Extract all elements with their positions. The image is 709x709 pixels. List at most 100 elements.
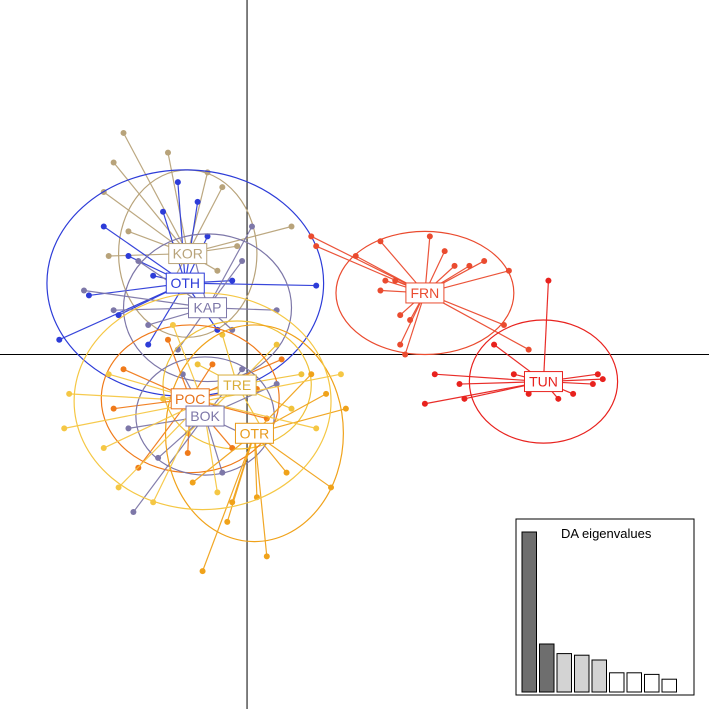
ellipse-otr [164,324,344,543]
point-oth-10 [160,208,167,215]
spoke-oth-2 [184,201,199,284]
eigenvalue-bar-6 [609,672,625,693]
point-yel-3 [150,499,157,506]
point-tun-8 [555,395,562,402]
point-bok-4 [125,425,132,432]
spoke-kor-2 [113,162,189,254]
spoke-tun-9 [542,280,550,382]
spoke-kap-2 [206,226,253,309]
label-box-frn [405,282,445,304]
point-tun-12 [525,390,532,397]
label-kap: KAP [188,297,228,319]
label-text-otr: OTR [240,425,270,441]
point-tun-9 [545,277,552,284]
point-poc-2 [164,336,171,343]
point-frn-14 [466,262,473,269]
point-frn-5 [377,287,384,294]
point-otr-6 [229,499,236,506]
label-text-kap: KAP [194,300,222,316]
eigenvalue-bar-5 [591,659,607,693]
point-frn-7 [392,277,399,284]
label-box-kap [188,297,228,319]
point-frn-8 [397,312,404,319]
point-frn-10 [402,351,409,358]
point-yel-1 [61,425,68,432]
eigenvalue-bar-8 [644,673,660,693]
point-kor-5 [219,184,226,191]
ellipse-poc [100,324,280,474]
point-kor-3 [204,169,211,176]
point-kor-2 [110,159,117,166]
group-layer [46,129,619,575]
eigenvalue-bar-9 [661,678,677,693]
point-tre-0 [194,361,201,368]
eigenvalue-bars [521,531,677,693]
point-oth-4 [174,179,181,186]
label-text-tre: TRE [223,377,251,393]
point-poc-0 [110,405,117,412]
label-text-frn: FRN [411,285,440,301]
point-frn-16 [505,267,512,274]
point-kap-6 [145,321,152,328]
label-text-poc: POC [175,391,205,407]
point-frn-0 [308,233,315,240]
ellipse-kap [122,233,293,383]
point-poc-6 [184,449,191,456]
spoke-poc-4 [137,398,191,469]
point-yel-8 [214,489,221,496]
point-yel-5 [169,321,176,328]
point-otr-2 [224,518,231,525]
point-oth-6 [204,233,211,240]
point-tun-7 [570,390,577,397]
point-tun-0 [431,371,438,378]
label-tre: TRE [217,374,257,396]
point-bok-0 [130,509,137,516]
label-box-otr [234,422,274,444]
point-otr-9 [189,479,196,486]
ellipse-tun [468,319,619,444]
label-bok: BOK [185,405,225,427]
point-yel-6 [337,371,344,378]
point-tre-6 [298,371,305,378]
point-kor-10 [105,253,112,260]
label-kor: KOR [168,243,208,265]
label-poc: POC [170,388,210,410]
point-frn-4 [382,277,389,284]
point-frn-1 [313,243,320,250]
point-oth-13 [150,272,157,279]
point-oth-5 [100,223,107,230]
point-tun-1 [456,381,463,388]
point-yel-2 [115,484,122,491]
label-box-bok [185,405,225,427]
point-oth-3 [125,253,132,260]
point-otr-7 [283,469,290,476]
spoke-kor-0 [122,132,189,254]
ellipse-bok [135,356,275,476]
point-frn-2 [352,253,359,260]
point-tun-2 [461,395,468,402]
point-kor-7 [125,228,132,235]
label-oth: OTH [165,272,205,294]
label-tun: TUN [523,371,563,393]
point-frn-9 [407,317,414,324]
eigenvalue-bar-2 [539,643,555,693]
eigenvalue-bar-1 [521,531,537,693]
point-yel-4 [105,371,112,378]
point-otr-8 [308,371,315,378]
point-yel-0 [66,390,73,397]
point-frn-13 [451,262,458,269]
point-kap-0 [80,287,87,294]
spoke-otr-1 [253,433,268,557]
point-poc-3 [229,445,236,452]
spoke-kor-3 [187,172,209,254]
spoke-kor-5 [187,186,223,254]
point-tre-3 [273,341,280,348]
point-bok-3 [273,381,280,388]
point-tun-3 [491,341,498,348]
ellipse-frn [335,230,515,356]
eigenvalue-inset-title: DA eigenvalues [561,526,652,541]
point-kap-8 [110,307,117,314]
point-tun-6 [594,371,601,378]
point-tre-1 [288,405,295,412]
